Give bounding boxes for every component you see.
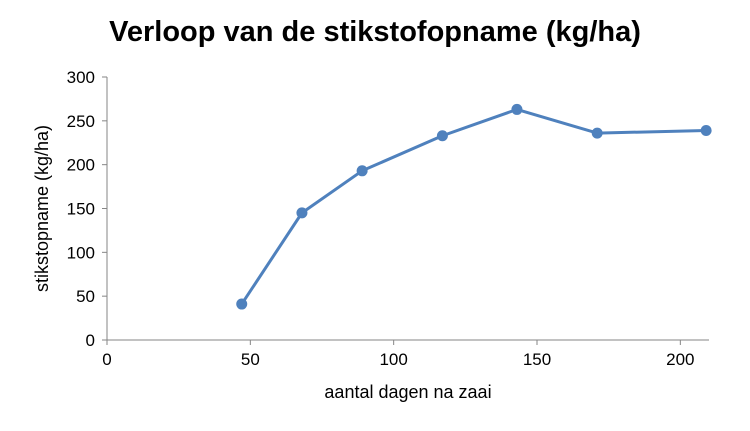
data-point — [356, 165, 368, 177]
y-axis-title: stikstopname (kg/ha) — [32, 125, 52, 292]
x-tick-label: 200 — [666, 350, 694, 369]
x-tick-label: 50 — [241, 350, 260, 369]
data-point — [436, 130, 448, 142]
y-tick-label: 250 — [67, 112, 95, 131]
data-point — [700, 124, 712, 136]
data-point — [236, 298, 248, 310]
y-tick-label: 300 — [67, 68, 95, 87]
series-layer — [236, 103, 712, 310]
chart-title: Verloop van de stikstofopname (kg/ha) — [109, 16, 641, 48]
data-point — [511, 103, 523, 115]
y-tick-label: 150 — [67, 200, 95, 219]
x-tick-label: 100 — [379, 350, 407, 369]
y-tick-label: 0 — [86, 331, 95, 350]
data-point — [296, 207, 308, 219]
axes: 0 50 100 150 200 250 300 0 50 100 150 200 — [67, 68, 709, 369]
y-tick-label: 100 — [67, 243, 95, 262]
y-tick-label: 50 — [76, 287, 95, 306]
x-tick-label: 150 — [523, 350, 551, 369]
data-point — [591, 127, 603, 139]
series-line — [240, 107, 707, 305]
x-tick-label: 0 — [102, 350, 111, 369]
y-tick-label: 200 — [67, 156, 95, 175]
x-axis-title: aantal dagen na zaai — [324, 382, 491, 402]
